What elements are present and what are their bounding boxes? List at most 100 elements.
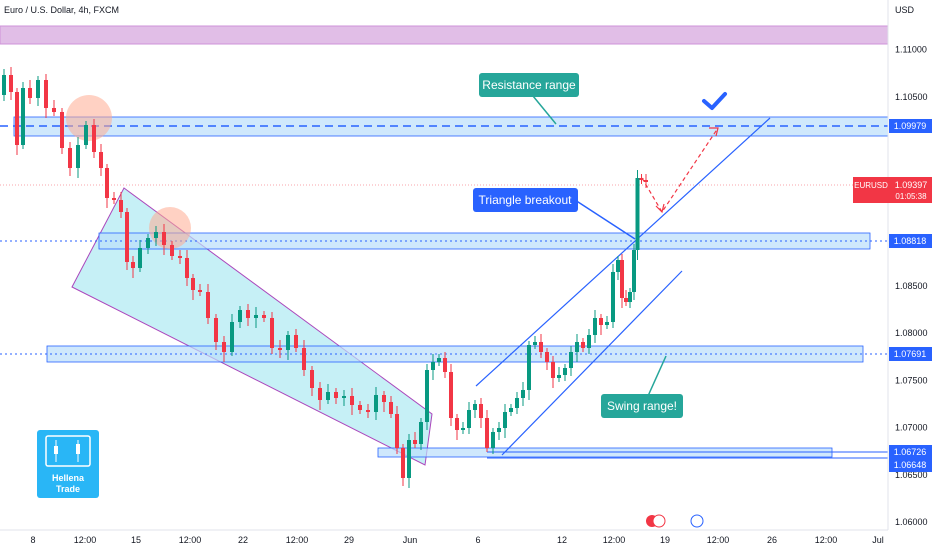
time-tick-15: Jul — [872, 535, 884, 545]
projection-arrowhead-1 — [655, 203, 665, 214]
descending-triangle — [71, 187, 433, 466]
price-tick-0: 1.11000 — [895, 45, 927, 55]
candle-body-24 — [170, 245, 174, 256]
candle-body-92 — [624, 298, 628, 302]
time-tick-3: 12:00 — [179, 535, 202, 545]
candle-body-19 — [131, 262, 135, 268]
candle-body-55 — [407, 440, 411, 478]
candle-body-83 — [575, 342, 579, 352]
channel-lower-line — [501, 270, 683, 456]
time-tick-1: 12:00 — [74, 535, 97, 545]
swing-callout-pointer — [647, 355, 667, 397]
candle-body-41 — [302, 348, 306, 370]
price-tag-level-2-text: 1.07691 — [894, 349, 927, 359]
candle-body-76 — [533, 342, 537, 345]
candle-body-78 — [545, 352, 549, 362]
time-tick-5: 12:00 — [286, 535, 309, 545]
price-tag-resistance-text: 1.09979 — [894, 121, 927, 131]
resistance-callout — [479, 73, 579, 97]
time-tick-7: Jun — [403, 535, 418, 545]
time-tick-9: 12 — [557, 535, 567, 545]
candles-group — [2, 67, 648, 488]
highlight-circle-2 — [149, 207, 191, 249]
price-tag-level-1-text: 1.08818 — [894, 236, 927, 246]
support-zone-1 — [98, 232, 871, 250]
candle-body-30 — [214, 318, 218, 342]
candle-body-95 — [635, 178, 640, 250]
candle-body-11 — [76, 145, 80, 168]
svg-text:Trade: Trade — [56, 484, 80, 494]
candle-body-35 — [254, 315, 258, 318]
candle-body-1 — [2, 75, 6, 95]
time-tick-2: 15 — [131, 535, 141, 545]
hellena-trade-logo: Hellena Trade — [37, 430, 99, 498]
candle-body-65 — [467, 410, 471, 428]
candle-body-10 — [68, 148, 72, 168]
swing-callout-text: Swing range! — [607, 399, 677, 413]
candle-body-53 — [395, 414, 399, 448]
candle-body-73 — [515, 398, 519, 408]
time-tick-10: 12:00 — [603, 535, 626, 545]
candle-body-66 — [473, 404, 477, 410]
time-tick-6: 29 — [344, 535, 354, 545]
candle-body-60 — [437, 358, 441, 362]
candle-body-3 — [15, 92, 19, 145]
candle-body-23 — [162, 232, 166, 245]
time-tick-0: 8 — [30, 535, 35, 545]
candle-body-26 — [185, 258, 189, 278]
candle-body-45 — [334, 392, 338, 398]
candle-body-5 — [28, 88, 32, 98]
candle-body-21 — [146, 238, 150, 248]
price-tick-1: 1.10500 — [895, 92, 928, 102]
event-icon-3[interactable] — [690, 514, 704, 528]
candle-body-59 — [431, 362, 435, 370]
candle-body-48 — [358, 405, 362, 410]
candle-body-89 — [611, 272, 615, 322]
candle-body-91 — [620, 260, 624, 298]
candle-body-85 — [587, 335, 591, 348]
time-tick-11: 19 — [660, 535, 670, 545]
supply-zone — [0, 25, 889, 45]
current-price-tag — [853, 177, 932, 203]
time-tick-14: 12:00 — [815, 535, 838, 545]
candle-body-81 — [563, 368, 567, 375]
resistance-callout-pointer — [532, 95, 557, 125]
candle-body-40 — [294, 335, 298, 348]
candle-body-29 — [206, 292, 210, 318]
candle-body-38 — [278, 348, 282, 350]
candle-body-33 — [238, 310, 242, 322]
candle-body-86 — [593, 318, 597, 335]
price-tag-level-2 — [889, 347, 932, 361]
candle-body-75 — [527, 345, 531, 390]
candle-body-79 — [551, 362, 555, 378]
price-tick-4: 1.08500 — [895, 281, 928, 291]
resistance-callout-text: Resistance range — [482, 78, 576, 92]
triangle-callout-pointer — [574, 199, 636, 240]
candle-body-13 — [92, 125, 96, 152]
candle-body-34 — [246, 310, 250, 318]
candle-body-7 — [44, 80, 48, 108]
candle-body-49 — [366, 410, 370, 412]
countdown-text: 01:05:38 — [895, 192, 927, 201]
candle-body-70 — [497, 428, 501, 432]
price-tag-level-1 — [889, 234, 932, 248]
candle-body-20 — [138, 248, 142, 268]
candle-body-90 — [616, 260, 620, 272]
candle-body-64 — [461, 428, 465, 430]
time-axis[interactable] — [0, 530, 888, 550]
price-tick-5: 1.08000 — [895, 328, 928, 338]
candle-body-2 — [9, 75, 13, 92]
candle-body-37 — [270, 318, 274, 348]
candle-body-71 — [503, 412, 507, 428]
candle-body-31 — [222, 342, 226, 352]
candle-body-32 — [230, 322, 234, 352]
candle-body-27 — [191, 278, 195, 290]
candle-body-82 — [569, 352, 573, 368]
candle-body-6 — [36, 80, 40, 98]
candle-body-4 — [21, 88, 25, 145]
candle-body-96 — [639, 178, 644, 180]
event-icon-2[interactable] — [652, 514, 666, 528]
candle-body-18 — [125, 212, 129, 262]
